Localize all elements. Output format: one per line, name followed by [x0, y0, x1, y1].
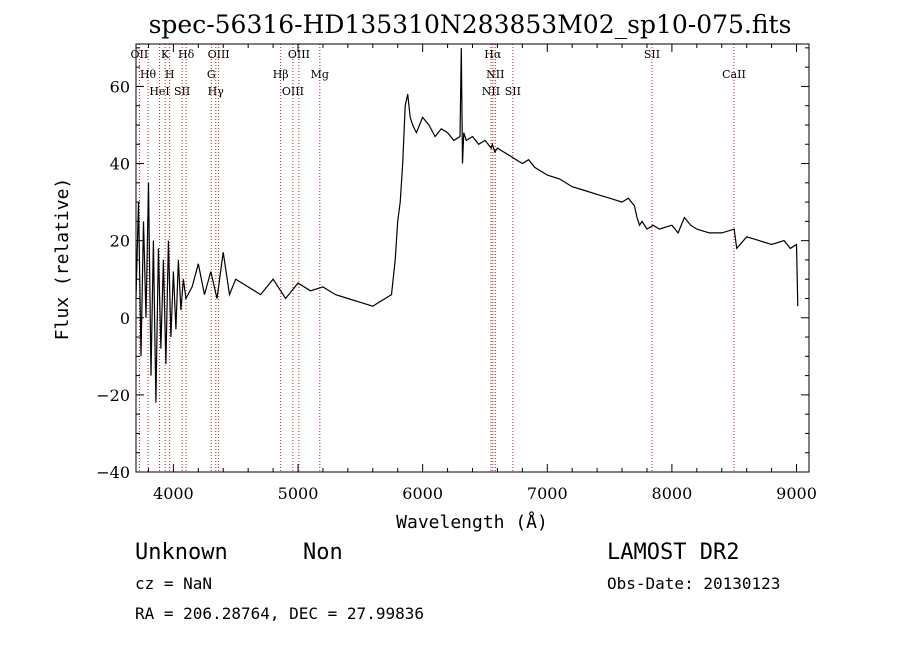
obs-date: Obs-Date: 20130123	[607, 574, 780, 593]
spectral-line-label: OII	[131, 48, 149, 61]
plot-frame	[135, 43, 810, 473]
spectral-line-label: NII	[486, 68, 504, 81]
x-tick-label: 4000	[153, 484, 194, 503]
y-tick-label: 40	[110, 155, 130, 174]
spectral-line-label: Hα	[484, 48, 502, 61]
spectral-line-label: CaII	[722, 68, 746, 81]
x-tick-label: 6000	[402, 484, 443, 503]
spectral-line-label: HeI	[149, 85, 169, 98]
y-tick-label: 60	[110, 77, 130, 96]
chart-title: spec-56316-HD135310N283853M02_sp10-075.f…	[149, 10, 792, 39]
survey-name: LAMOST DR2	[607, 540, 739, 565]
object-subclass: Non	[303, 540, 343, 565]
spectral-line-label: NII	[482, 85, 500, 98]
spectral-line-markers	[138, 44, 735, 472]
x-axis-label: Wavelength (Å)	[396, 511, 548, 533]
spectral-line-label: G	[207, 68, 216, 81]
y-tick-label: −40	[96, 463, 130, 482]
spectral-line-label: SII	[174, 85, 190, 98]
spectral-line-label: OIII	[208, 48, 230, 61]
x-tick-label: 9000	[776, 484, 817, 503]
spectral-line-label: Hθ	[140, 68, 157, 81]
spectral-line-label: Mg	[311, 68, 329, 81]
y-tick-label: −20	[96, 386, 130, 405]
spectral-line-label: H	[165, 68, 175, 81]
x-tick-label: 7000	[527, 484, 568, 503]
spectral-line-label: OIII	[282, 85, 304, 98]
x-tick-label: 5000	[278, 484, 319, 503]
spectral-line-label: Hβ	[273, 68, 289, 81]
x-axis-ticks: 4000 5000 6000 7000 8000 9000	[147, 44, 817, 503]
spectral-line-labels: OIIHθHeIKHSIIHδGHγOIIIHβOIIIOIIIMgNIIHαN…	[131, 48, 746, 98]
spectral-line-label: SII	[505, 85, 521, 98]
x-tick-label: 8000	[652, 484, 693, 503]
object-class: Unknown	[135, 540, 228, 565]
spectral-line-label: Hδ	[178, 48, 195, 61]
spectral-line-label: Hγ	[208, 85, 225, 98]
y-tick-label: 0	[120, 309, 130, 328]
spectral-line-label: SII	[644, 48, 660, 61]
spectral-line-label: K	[161, 48, 170, 61]
spectrum-line	[135, 47, 799, 403]
coordinates-text: RA = 206.28764, DEC = 27.99836	[135, 604, 424, 623]
spectral-line-label: OIII	[288, 48, 310, 61]
redshift-text: cz = NaN	[135, 574, 212, 593]
y-axis-label: Flux (relative)	[52, 178, 73, 341]
y-tick-label: 20	[110, 232, 130, 251]
y-axis-ticks: −40 −20 0 20 40 60	[96, 47, 809, 482]
